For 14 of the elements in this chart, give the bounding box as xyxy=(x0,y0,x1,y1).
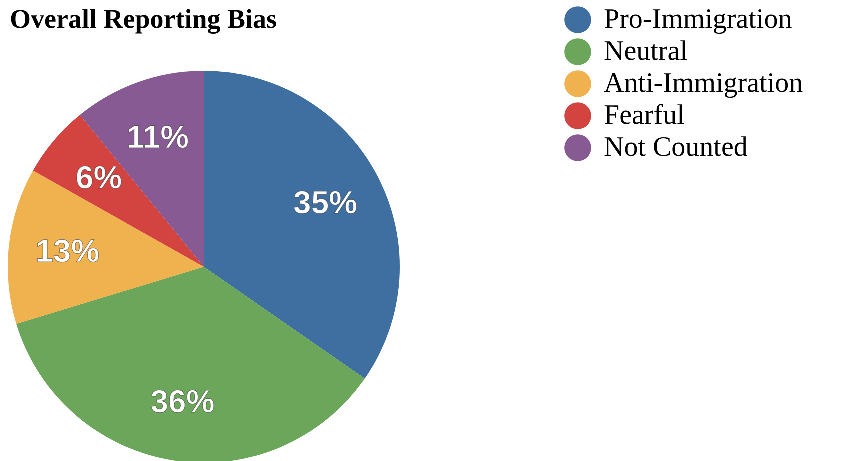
data-label: 6% xyxy=(76,160,122,196)
data-label: 11% xyxy=(126,118,190,155)
legend-label: Not Counted xyxy=(604,132,748,163)
data-label: 13% xyxy=(36,233,100,270)
data-label: 35% xyxy=(294,184,358,220)
legend-label: Fearful xyxy=(604,100,686,131)
pie-slice xyxy=(16,267,366,461)
data-label: 36% xyxy=(150,384,215,420)
legend-label: Anti-Immigration xyxy=(604,68,804,99)
pie-slice xyxy=(204,71,400,379)
legend-label: Neutral xyxy=(604,36,688,67)
legend-label: Pro-Immigration xyxy=(604,4,792,35)
chart-title: Overall Reporting Bias xyxy=(10,4,277,34)
pie-slice xyxy=(33,115,204,267)
